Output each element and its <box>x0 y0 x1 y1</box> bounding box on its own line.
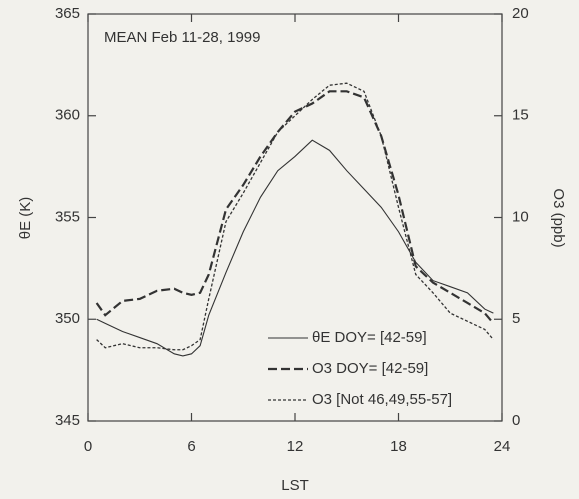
plot-frame <box>87 13 503 422</box>
y-tick-label: 355 <box>55 208 80 225</box>
y-tick-label: 350 <box>55 310 80 327</box>
x-tick-label: 6 <box>187 438 195 455</box>
y-tick-label: 345 <box>55 412 80 429</box>
y2-tick-label: 15 <box>512 107 529 124</box>
series-line <box>95 90 495 325</box>
x-tick-label: 18 <box>390 438 407 455</box>
legend-label: O3 [Not 46,49,55-57] <box>312 391 452 408</box>
x-tick-label: 24 <box>494 438 511 455</box>
y-tick-label: 365 <box>55 5 80 22</box>
x-tick-label: 0 <box>84 438 92 455</box>
y-tick-label: 360 <box>55 107 80 124</box>
series-line <box>96 82 494 351</box>
y-axis-label: θE (K) <box>17 197 34 240</box>
y2-tick-label: 20 <box>512 5 529 22</box>
annotation: MEAN Feb 11-28, 1999 <box>104 29 260 46</box>
x-axis-label: LST <box>281 477 309 494</box>
legend-label: O3 DOY= [42-59] <box>312 360 428 377</box>
y2-axis-label: O3 (ppb) <box>550 188 567 247</box>
x-tick-label: 12 <box>287 438 304 455</box>
y2-tick-label: 10 <box>512 208 529 225</box>
y2-tick-label: 0 <box>512 412 520 429</box>
series-line <box>96 139 494 357</box>
y2-tick-label: 5 <box>512 310 520 327</box>
legend-label: θE DOY= [42-59] <box>312 329 427 346</box>
